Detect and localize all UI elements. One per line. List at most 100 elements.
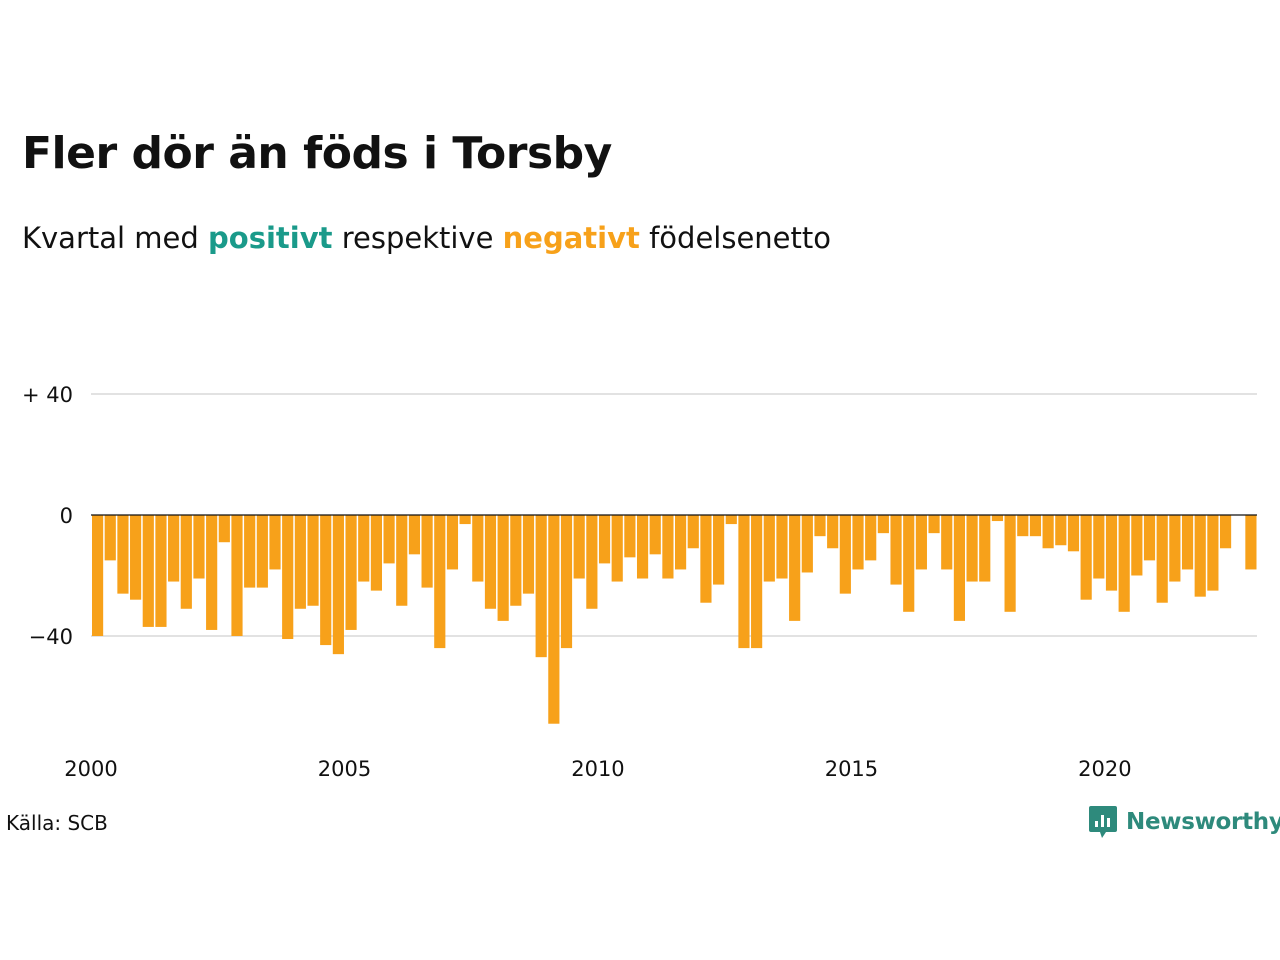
bar bbox=[915, 515, 927, 570]
bar bbox=[307, 515, 319, 606]
subtitle-positive-word: positivt bbox=[208, 221, 333, 255]
bars bbox=[92, 515, 1257, 724]
bar bbox=[624, 515, 636, 558]
bar bbox=[1181, 515, 1194, 570]
bar bbox=[1118, 515, 1130, 612]
y-tick-label: 0 bbox=[60, 504, 73, 528]
bar bbox=[383, 515, 395, 564]
bar bbox=[979, 515, 991, 582]
bar bbox=[345, 515, 357, 630]
bar bbox=[180, 515, 192, 609]
bar bbox=[104, 515, 116, 561]
bar bbox=[966, 515, 978, 582]
y-tick-label: + 40 bbox=[22, 383, 73, 407]
bar bbox=[573, 515, 585, 579]
bar bbox=[662, 515, 674, 579]
bar bbox=[1093, 515, 1105, 579]
y-tick-labels: + 40 0 −40 bbox=[22, 383, 73, 649]
bar bbox=[713, 515, 725, 585]
bar bbox=[522, 515, 535, 594]
bar bbox=[244, 515, 256, 588]
bar bbox=[675, 515, 687, 570]
bar bbox=[1029, 515, 1042, 537]
bar bbox=[358, 515, 370, 582]
bar bbox=[408, 515, 421, 555]
bar bbox=[484, 515, 497, 609]
bar bbox=[218, 515, 230, 543]
subtitle-middle: respektive bbox=[341, 221, 494, 255]
bar bbox=[738, 515, 750, 649]
x-tick-label: 2005 bbox=[318, 757, 371, 781]
bar bbox=[320, 515, 332, 646]
bar bbox=[396, 515, 408, 606]
bar bbox=[231, 515, 243, 636]
bar bbox=[1143, 515, 1156, 561]
bar bbox=[1245, 515, 1257, 570]
subtitle-prefix: Kvartal med bbox=[22, 221, 199, 255]
bar bbox=[92, 515, 104, 636]
bar bbox=[446, 515, 459, 570]
bar bbox=[839, 515, 851, 594]
bar bbox=[1169, 515, 1181, 582]
bar-chart: + 40 0 −40 2000 2005 2010 2015 2020 bbox=[22, 383, 1257, 781]
bar bbox=[548, 515, 560, 724]
bar bbox=[269, 515, 281, 570]
brand-name: Newsworthy bbox=[1126, 809, 1280, 835]
bar bbox=[168, 515, 180, 582]
bar bbox=[1055, 515, 1067, 546]
bar bbox=[700, 515, 712, 603]
bar bbox=[877, 515, 889, 534]
bar bbox=[903, 515, 915, 612]
x-tick-label: 2000 bbox=[64, 757, 117, 781]
bar bbox=[1194, 515, 1206, 597]
chart-subtitle: Kvartal med positivt respektive negativt… bbox=[22, 221, 831, 256]
bar bbox=[497, 515, 509, 621]
bar bbox=[1004, 515, 1016, 612]
bar bbox=[814, 515, 826, 537]
bar bbox=[1080, 515, 1092, 600]
bar bbox=[117, 515, 129, 594]
bar bbox=[890, 515, 902, 585]
bar bbox=[130, 515, 142, 600]
bar bbox=[586, 515, 598, 609]
bar bbox=[1017, 515, 1029, 537]
bar bbox=[852, 515, 864, 570]
bar bbox=[294, 515, 306, 609]
bar bbox=[256, 515, 268, 588]
bar bbox=[535, 515, 547, 658]
y-tick-label: −40 bbox=[29, 625, 73, 649]
source-note: Källa: SCB bbox=[6, 811, 108, 835]
bar bbox=[865, 515, 877, 561]
x-tick-label: 2015 bbox=[825, 757, 878, 781]
newsworthy-logo-icon bbox=[1089, 806, 1117, 838]
bar bbox=[560, 515, 573, 649]
bar bbox=[142, 515, 154, 627]
chart-title: Fler dör än föds i Torsby bbox=[22, 128, 612, 179]
bar bbox=[751, 515, 763, 649]
subtitle-negative-word: negativt bbox=[502, 221, 640, 255]
x-tick-labels: 2000 2005 2010 2015 2020 bbox=[64, 757, 1131, 781]
bar bbox=[1067, 515, 1080, 552]
bar bbox=[332, 515, 344, 655]
x-tick-label: 2020 bbox=[1078, 757, 1131, 781]
bar bbox=[510, 515, 522, 606]
subtitle-suffix: födelsenetto bbox=[649, 221, 831, 255]
bar bbox=[1042, 515, 1054, 549]
bar bbox=[725, 515, 737, 525]
bar bbox=[421, 515, 433, 588]
bar bbox=[1219, 515, 1232, 549]
bar bbox=[801, 515, 813, 573]
bar bbox=[1156, 515, 1168, 603]
bar bbox=[282, 515, 294, 640]
bar bbox=[193, 515, 205, 579]
bar bbox=[687, 515, 699, 549]
x-tick-label: 2010 bbox=[571, 757, 624, 781]
bar bbox=[649, 515, 661, 555]
bar bbox=[636, 515, 649, 579]
bar bbox=[953, 515, 965, 621]
brand-logo: Newsworthy bbox=[1088, 804, 1280, 840]
bar bbox=[206, 515, 218, 630]
bar bbox=[776, 515, 788, 579]
bar bbox=[991, 515, 1004, 522]
bar bbox=[370, 515, 382, 591]
